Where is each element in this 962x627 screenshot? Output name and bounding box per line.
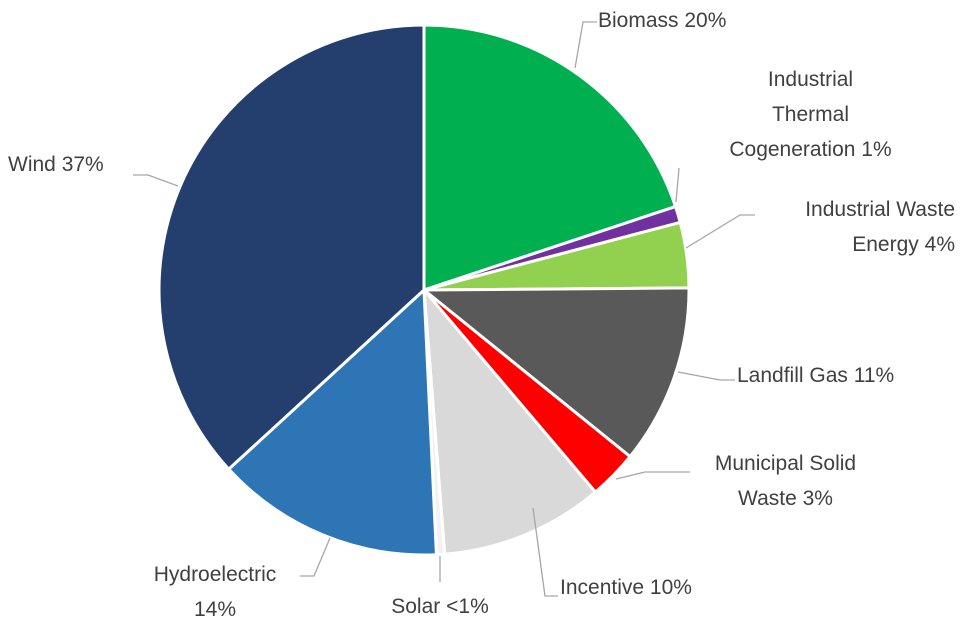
pie-slice: [419, 286, 691, 459]
pie-slice: [422, 23, 678, 293]
leader-line: [574, 21, 597, 69]
value-label: 10%: [649, 576, 692, 599]
pie-slice: [422, 285, 598, 556]
leader-line: [133, 174, 179, 187]
leader-line: [675, 167, 680, 203]
slice-label: Biomass 20%: [598, 3, 798, 38]
slice-label: Solar <1%: [370, 589, 510, 624]
slice-label: Industrial Waste Energy 4%: [755, 192, 955, 262]
pie-slice: [157, 23, 426, 472]
value-label: 1%: [861, 138, 892, 161]
value-label: 37%: [61, 153, 104, 176]
slice-label: Landfill Gas 11%: [737, 358, 957, 393]
slice-label: Hydroelectric 14%: [130, 557, 300, 627]
category-label: Landfill Gas: [737, 364, 848, 387]
category-label: Industrial Waste Energy: [805, 198, 955, 256]
slice-label: Incentive 10%: [560, 570, 760, 605]
value-label: 20%: [684, 9, 727, 32]
category-label: Hydroelectric: [153, 563, 277, 586]
value-label: 4%: [924, 233, 955, 256]
category-label: Municipal Solid Waste: [714, 452, 857, 510]
category-label: Wind: [8, 153, 56, 176]
category-label: Industrial Thermal Cogeneration: [729, 68, 856, 161]
slice-label: Industrial Thermal Cogeneration 1%: [728, 62, 893, 167]
category-label: Incentive: [560, 576, 645, 599]
slice-label: Municipal Solid Waste 3%: [688, 446, 883, 516]
category-label: Biomass: [598, 9, 679, 32]
value-label: 3%: [802, 487, 833, 510]
leader-line: [685, 214, 755, 249]
leader-line: [615, 471, 690, 480]
leader-line: [300, 537, 331, 577]
value-label: 14%: [193, 598, 237, 621]
leader-line: [532, 507, 558, 597]
category-label: Solar: [391, 595, 441, 618]
value-label: <1%: [446, 595, 489, 618]
pie-slice: [226, 286, 438, 557]
leader-line: [677, 371, 735, 381]
slice-label: Wind 37%: [8, 147, 138, 182]
value-label: 11%: [853, 364, 895, 387]
